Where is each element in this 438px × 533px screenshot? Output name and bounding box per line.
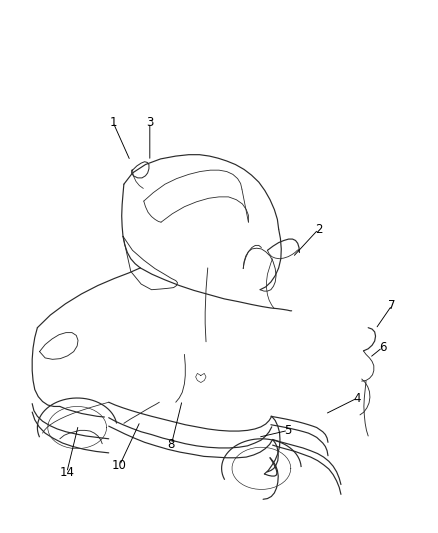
- Text: 5: 5: [285, 424, 292, 437]
- Text: 8: 8: [168, 438, 175, 451]
- Text: 1: 1: [110, 116, 117, 129]
- Text: 14: 14: [59, 466, 74, 479]
- Text: 4: 4: [353, 392, 361, 405]
- Text: 3: 3: [146, 116, 153, 129]
- Text: 2: 2: [315, 223, 322, 236]
- Text: 10: 10: [112, 459, 127, 472]
- Text: 6: 6: [379, 341, 386, 354]
- Text: 7: 7: [388, 298, 396, 312]
